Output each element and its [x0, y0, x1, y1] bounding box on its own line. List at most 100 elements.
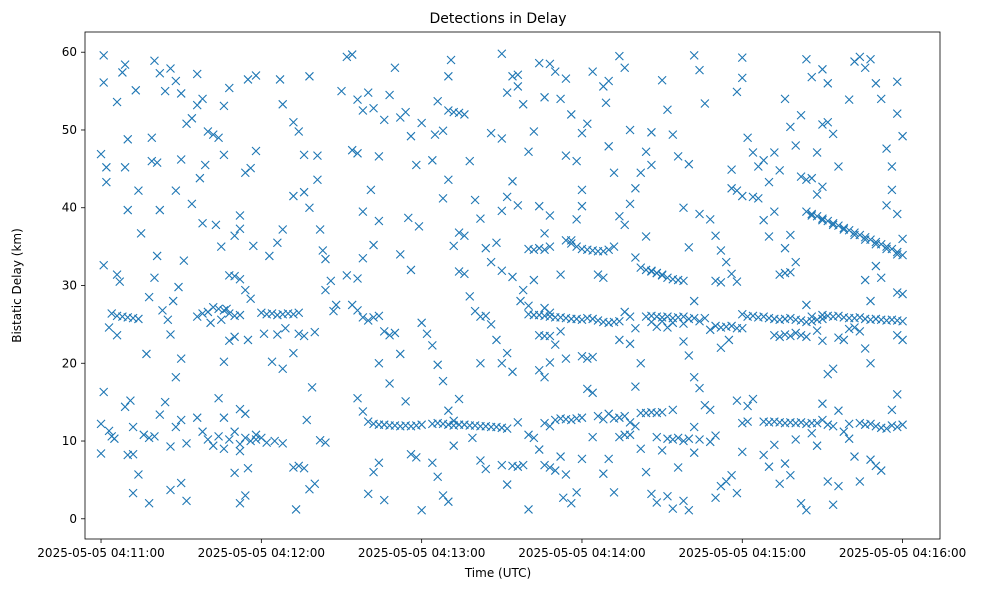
- data-point: [737, 418, 747, 428]
- data-point: [796, 316, 806, 325]
- data-point: [598, 273, 608, 283]
- data-point: [850, 230, 859, 240]
- data-point: [892, 247, 902, 257]
- data-point: [839, 223, 849, 233]
- data-point: [224, 435, 234, 444]
- data-point: [834, 481, 843, 491]
- data-point: [486, 319, 496, 329]
- data-point: [743, 401, 753, 411]
- data-point: [871, 261, 881, 271]
- data-point: [294, 308, 304, 318]
- data-point: [614, 51, 624, 61]
- data-point: [524, 505, 533, 514]
- data-point: [337, 86, 346, 96]
- data-point: [769, 148, 779, 157]
- data-point: [860, 275, 870, 285]
- data-point: [614, 432, 624, 442]
- y-tick-label: 50: [62, 123, 77, 137]
- data-point: [871, 421, 881, 431]
- data-point: [540, 460, 549, 470]
- data-point: [882, 242, 891, 252]
- data-point: [721, 477, 731, 486]
- data-point: [705, 437, 715, 447]
- data-point: [508, 367, 517, 377]
- data-point: [866, 54, 875, 64]
- data-point: [807, 211, 817, 220]
- data-point: [144, 498, 154, 508]
- data-point: [524, 301, 533, 311]
- data-point: [513, 70, 523, 80]
- data-point: [529, 275, 539, 285]
- data-point: [353, 305, 362, 315]
- data-point: [497, 206, 507, 216]
- y-tick-label: 20: [62, 356, 77, 370]
- data-point: [679, 276, 688, 286]
- data-point: [689, 313, 699, 323]
- data-point: [652, 268, 662, 278]
- data-point: [812, 190, 822, 199]
- data-point: [780, 459, 790, 468]
- data-point: [224, 309, 234, 318]
- data-point: [860, 235, 870, 245]
- data-point: [796, 330, 806, 340]
- data-point: [270, 436, 280, 446]
- data-point: [684, 243, 694, 252]
- data-point: [160, 86, 170, 96]
- data-point: [329, 306, 338, 316]
- data-point: [785, 122, 795, 132]
- data-point: [246, 436, 256, 446]
- data-point: [892, 109, 902, 119]
- data-point: [518, 99, 528, 109]
- data-point: [769, 440, 779, 450]
- data-point: [406, 265, 416, 275]
- data-point: [545, 463, 555, 472]
- data-point: [502, 348, 512, 358]
- data-point: [871, 239, 881, 249]
- data-point: [310, 479, 320, 489]
- data-point: [566, 498, 576, 508]
- data-point: [310, 327, 320, 337]
- data-point: [785, 313, 795, 323]
- data-point: [636, 444, 646, 454]
- data-point: [577, 201, 587, 211]
- data-point: [353, 95, 362, 105]
- data-point: [230, 468, 240, 478]
- data-point: [158, 305, 167, 315]
- data-point: [219, 357, 229, 367]
- data-point: [732, 396, 742, 405]
- data-point: [834, 162, 843, 171]
- data-point: [577, 185, 587, 195]
- data-point: [743, 133, 753, 143]
- data-point: [516, 296, 525, 306]
- data-point: [818, 336, 827, 346]
- data-point: [898, 420, 907, 430]
- data-point: [695, 435, 704, 444]
- data-point: [465, 291, 475, 301]
- data-point: [176, 415, 186, 425]
- data-point: [513, 462, 523, 472]
- data-point: [882, 424, 891, 433]
- data-point: [780, 243, 790, 253]
- data-point: [684, 351, 694, 360]
- data-point: [828, 218, 838, 228]
- data-point: [695, 383, 704, 393]
- data-point: [96, 149, 106, 159]
- data-point: [812, 441, 822, 451]
- data-point: [240, 433, 250, 443]
- x-axis: 2025-05-05 04:11:00 2025-05-05 04:12:00 20…: [37, 539, 966, 560]
- x-tick-label: 2025-05-05 04:12:00: [198, 546, 325, 560]
- data-point: [492, 335, 501, 345]
- data-point: [454, 228, 464, 238]
- data-point: [422, 329, 432, 339]
- data-point: [251, 435, 261, 444]
- data-point: [529, 245, 539, 255]
- data-point: [163, 315, 173, 325]
- data-point: [208, 130, 218, 140]
- data-point: [112, 97, 122, 107]
- data-point: [299, 187, 309, 197]
- data-point: [834, 333, 843, 342]
- data-point: [823, 117, 833, 127]
- data-point: [211, 220, 221, 230]
- data-point: [454, 394, 464, 404]
- data-point: [281, 323, 290, 333]
